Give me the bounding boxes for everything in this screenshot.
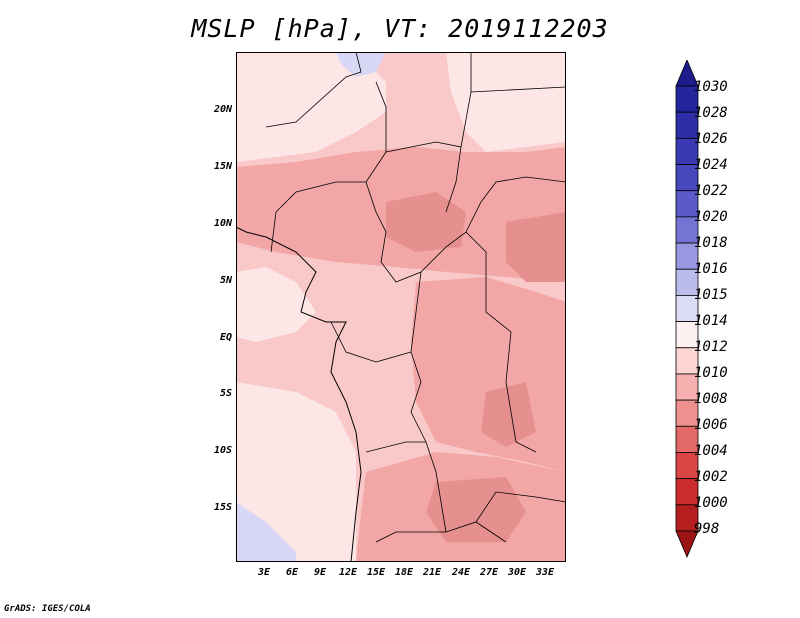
lat-label-10n: 10N: [213, 218, 232, 229]
lon-label-21e: 21E: [422, 567, 442, 578]
lon-label-18e: 18E: [394, 567, 414, 578]
lon-label-3e: 3E: [257, 567, 271, 578]
colorbar-label-1010: 1010: [694, 365, 728, 381]
mslp-map: [236, 52, 566, 562]
colorbar-label-1020: 1020: [694, 209, 728, 225]
colorbar: [675, 60, 699, 559]
colorbar-label-1006: 1006: [694, 417, 728, 433]
colorbar-label-1015: 1015: [694, 287, 728, 303]
colorbar-label-1026: 1026: [694, 131, 728, 147]
lat-label-eq: EQ: [219, 332, 232, 343]
colorbar-label-1012: 1012: [694, 339, 728, 355]
lon-label-6e: 6E: [285, 567, 299, 578]
map-title: MSLP [hPa], VT: 2019112203: [191, 14, 609, 43]
pressure-region-blue-north: [336, 52, 386, 77]
lat-label-10s: 10S: [213, 445, 232, 456]
pressure-region-dark-east-africa: [481, 382, 536, 447]
colorbar-label-1008: 1008: [694, 391, 728, 407]
lon-label-9e: 9E: [313, 567, 327, 578]
lat-label-15s: 15S: [213, 502, 232, 513]
map-frame: [236, 52, 566, 562]
pressure-region-light-northwest: [236, 52, 386, 162]
colorbar-label-1000: 1000: [694, 495, 728, 511]
lat-label-5s: 5S: [219, 388, 232, 399]
colorbar-label-1018: 1018: [694, 235, 728, 251]
colorbar-label-1002: 1002: [694, 469, 728, 485]
pressure-region-light-northeast: [446, 52, 566, 152]
colorbar-label-1028: 1028: [694, 105, 728, 121]
lon-label-24e: 24E: [451, 567, 471, 578]
lat-label-15n: 15N: [213, 161, 232, 172]
colorbar-label-1030: 1030: [694, 79, 728, 95]
colorbar-label-1014: 1014: [694, 313, 728, 329]
map-panel: [236, 52, 566, 562]
lat-label-5n: 5N: [219, 275, 232, 286]
colorbar-label-1016: 1016: [694, 261, 728, 277]
colorbar-label-1004: 1004: [694, 443, 728, 459]
colorbar-label-1022: 1022: [694, 183, 728, 199]
grads-credit: GrADS: IGES/COLA: [4, 604, 91, 614]
pressure-region-light-southwest: [236, 382, 356, 562]
colorbar-label-1024: 1024: [694, 157, 728, 173]
lon-label-30e: 30E: [507, 567, 527, 578]
coastline: [236, 226, 362, 562]
pressure-region-dark-east: [506, 212, 566, 282]
pressure-region-light-west-coast: [236, 267, 316, 342]
colorbar-segment: [675, 530, 699, 559]
pressure-region-dark-south: [426, 477, 526, 542]
colorbar-label-998: 998: [694, 521, 720, 537]
pressure-region-blue-southwest: [236, 502, 296, 562]
lat-label-20n: 20N: [213, 104, 232, 115]
lon-label-33e: 33E: [535, 567, 555, 578]
country-borders: [265, 52, 566, 543]
lon-label-12e: 12E: [338, 567, 358, 578]
lon-label-27e: 27E: [479, 567, 499, 578]
lon-label-15e: 15E: [366, 567, 386, 578]
pressure-region-dark-chad: [386, 192, 466, 252]
